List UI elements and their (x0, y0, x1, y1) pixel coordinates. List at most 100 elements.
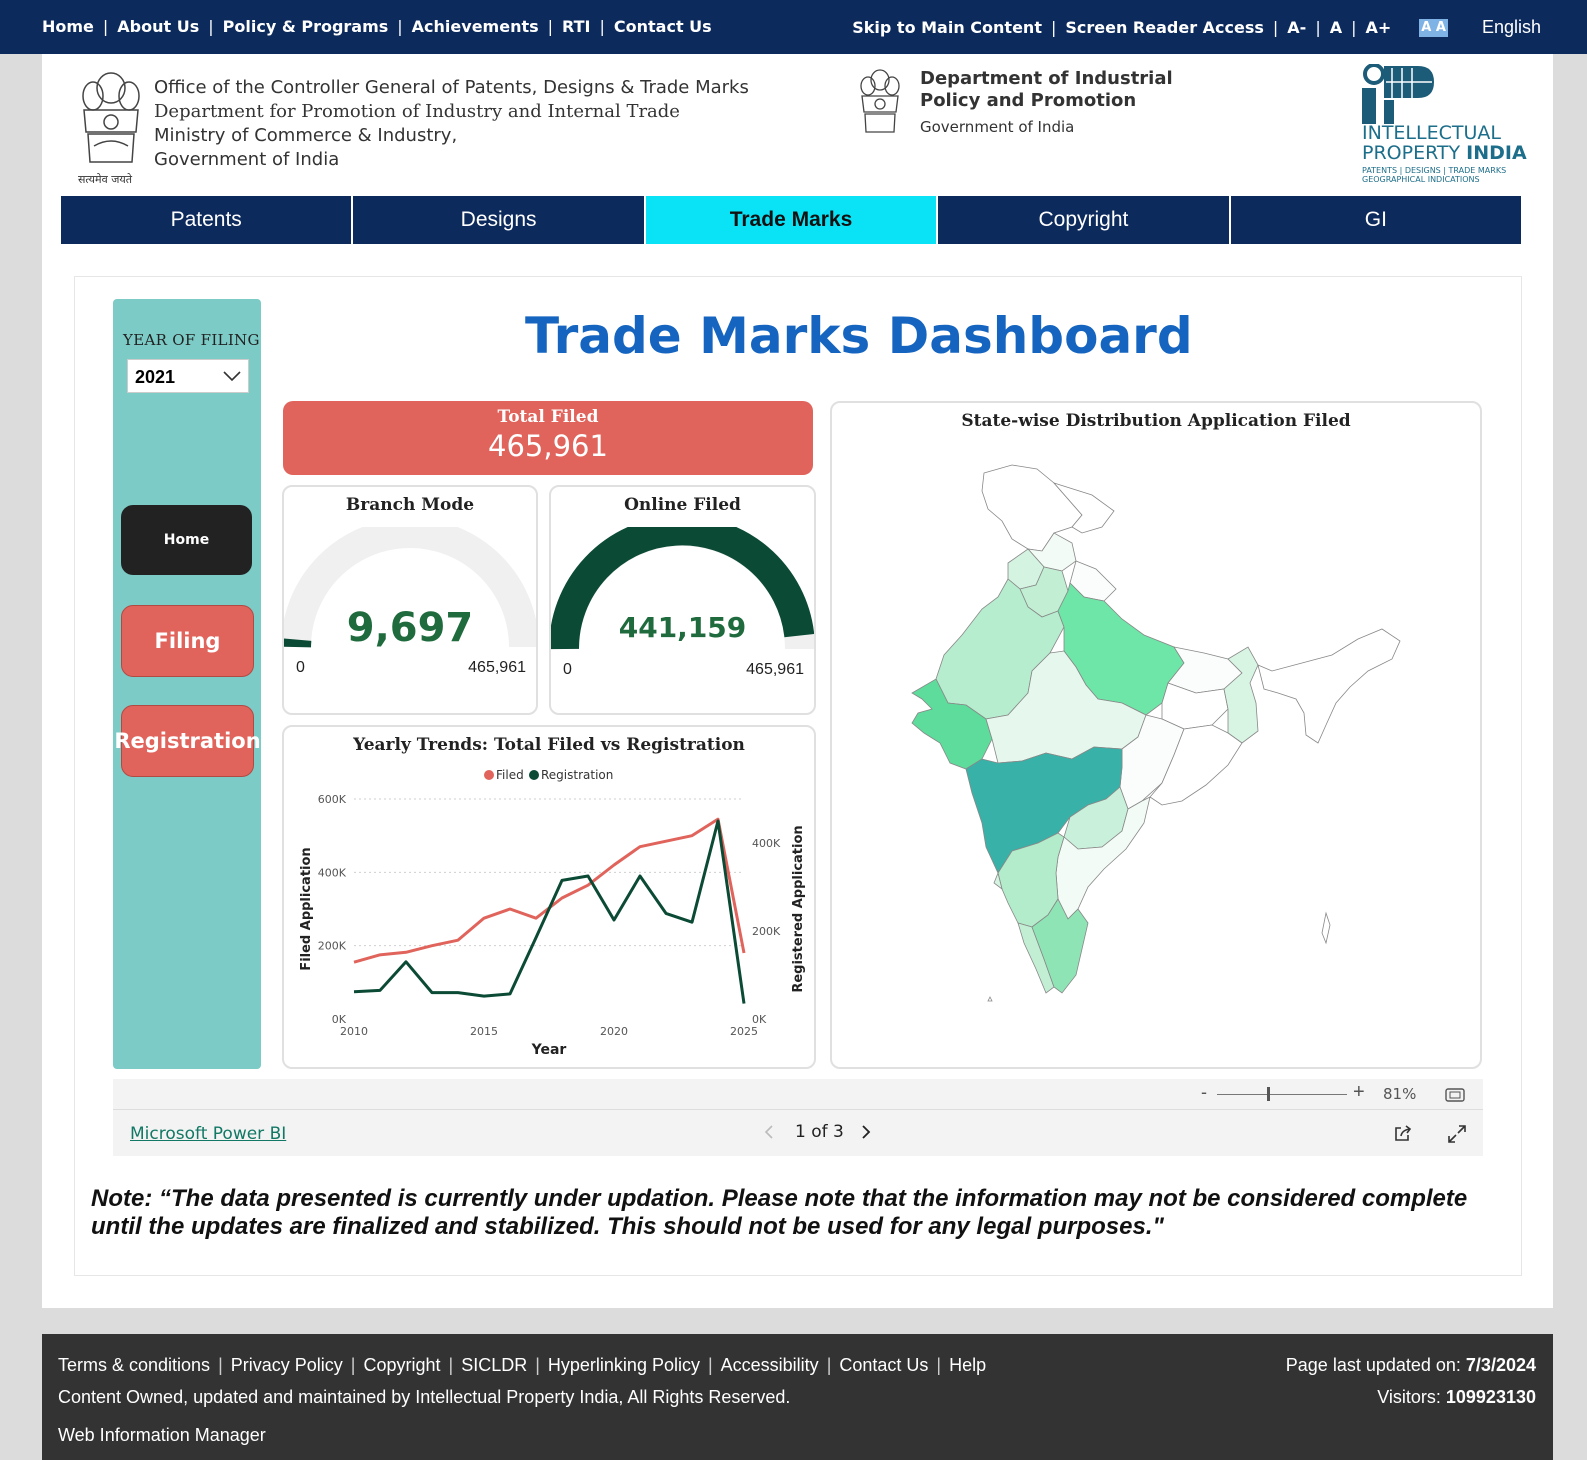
x-tick-label: 2025 (730, 1025, 758, 1038)
site-footer: Terms & conditions | Privacy Policy | Copy… (42, 1334, 1553, 1460)
dipp-title-1: Department of Industrial (920, 68, 1173, 89)
series-line-filed (353, 817, 746, 964)
separator: | (350, 1355, 356, 1375)
footer-link-contact[interactable]: Contact Us (839, 1355, 929, 1375)
ipi-property: PROPERTY (1362, 142, 1467, 164)
fullscreen-icon[interactable] (1447, 1124, 1467, 1144)
legend-label: Registration (541, 768, 613, 782)
ipi-india: INDIA (1466, 142, 1527, 164)
font-increase-button[interactable]: A+ (1365, 18, 1392, 37)
site-header: सत्यमेव जयते Office of the Controller Ge… (42, 54, 1553, 194)
separator: | (547, 17, 554, 36)
separator: | (208, 17, 214, 36)
footer-link-hyperlinking[interactable]: Hyperlinking Policy (547, 1355, 700, 1375)
map-karnataka[interactable] (997, 832, 1065, 928)
map-odisha[interactable] (1149, 724, 1243, 806)
font-normal-button[interactable]: A (1329, 18, 1343, 37)
separator: | (936, 1355, 942, 1375)
accessibility-links: Skip to Main Content | Screen Reader Acce… (852, 17, 1541, 38)
dipp-block: Department of Industrial Policy and Prom… (920, 68, 1173, 136)
year-select-value: 2021 (135, 367, 176, 387)
tab-designs[interactable]: Designs (353, 196, 644, 244)
zoom-out-button[interactable]: - (1201, 1082, 1207, 1102)
dashboard-title: Trade Marks Dashboard (525, 307, 1193, 365)
footer-link-copyright[interactable]: Copyright (363, 1355, 441, 1375)
screen-reader-link[interactable]: Screen Reader Access (1065, 18, 1264, 37)
zoom-slider-handle[interactable] (1267, 1087, 1270, 1101)
top-link-achievements[interactable]: Achievements (411, 17, 539, 36)
top-link-about[interactable]: About Us (117, 17, 200, 36)
contrast-toggle-icon[interactable]: A A (1419, 18, 1448, 37)
x-axis-label: Year (531, 1042, 567, 1058)
ip-india-mark-icon (1362, 64, 1434, 124)
registration-button[interactable]: Registration (114, 705, 261, 777)
powerbi-link[interactable]: Microsoft Power BI (130, 1124, 287, 1144)
separator: | (707, 1355, 713, 1375)
top-link-home[interactable]: Home (42, 17, 94, 36)
org-line-3: Ministry of Commerce & Industry, (154, 125, 458, 146)
prev-page-icon[interactable] (763, 1124, 775, 1140)
powerbi-footer-bar: Microsoft Power BI 1 of 3 (113, 1110, 1483, 1156)
fit-to-page-icon[interactable] (1445, 1087, 1465, 1103)
top-link-policy[interactable]: Policy & Programs (222, 17, 389, 36)
branch-gauge-max: 465,961 (468, 659, 526, 676)
online-filed-value: 441,159 (618, 611, 747, 644)
separator: | (1351, 18, 1357, 37)
org-line-2: Department for Promotion of Industry and… (154, 101, 680, 122)
national-emblem-icon (82, 72, 140, 163)
map-andaman-islands[interactable] (1321, 911, 1331, 945)
footer-link-terms[interactable]: Terms & conditions (58, 1355, 211, 1375)
ipi-line-3: PATENTS | DESIGNS | TRADE MARKS GEOGRAPH… (1362, 166, 1507, 184)
zoom-in-button[interactable]: + (1353, 1081, 1365, 1103)
map-jammu-kashmir[interactable] (981, 464, 1083, 552)
separator: | (826, 1355, 832, 1375)
report-sidebar: YEAR OF FILING 2021 Home Filing Registra… (113, 299, 261, 1069)
org-line-1: Office of the Controller General of Pate… (154, 77, 749, 98)
page-navigator: 1 of 3 (763, 1122, 872, 1142)
map-goa[interactable] (993, 871, 1003, 890)
font-decrease-button[interactable]: A- (1287, 18, 1307, 37)
chevron-down-icon (223, 371, 241, 382)
footer-links: Terms & conditions | Privacy Policy | Copy… (58, 1355, 986, 1376)
web-info-manager-link[interactable]: Web Information Manager (58, 1425, 266, 1445)
branch-mode-title: Branch Mode (345, 495, 475, 515)
top-link-contact[interactable]: Contact Us (613, 17, 712, 36)
language-selector[interactable]: English (1481, 17, 1541, 37)
last-updated: Page last updated on: 7/3/2024 (1286, 1355, 1536, 1376)
map-west-bengal[interactable] (1223, 646, 1259, 744)
dipp-subtitle: Government of India (920, 118, 1075, 136)
tab-patents[interactable]: Patents (61, 196, 352, 244)
disclaimer-note: Note: “The data presented is currently u… (91, 1185, 1468, 1240)
visitors-label: Visitors: (1377, 1387, 1446, 1407)
tab-copyright[interactable]: Copyright (938, 196, 1229, 244)
map-lakshadweep[interactable] (987, 996, 993, 1002)
map-northeast[interactable] (1257, 628, 1401, 744)
separator: | (1050, 18, 1057, 37)
footer-link-help[interactable]: Help (949, 1355, 987, 1375)
top-utility-bar: Home | About Us | Policy & Programs | Achie… (0, 0, 1587, 54)
year-select[interactable]: 2021 (127, 359, 249, 393)
footer-link-accessibility[interactable]: Accessibility (720, 1355, 819, 1375)
branch-mode-value: 9,697 (346, 605, 474, 651)
share-icon[interactable] (1393, 1124, 1413, 1142)
zoom-slider[interactable] (1217, 1094, 1347, 1095)
map-tamil-nadu[interactable] (1031, 898, 1089, 994)
state-map-card: State-wise Distribution Application File… (830, 401, 1482, 1069)
home-button[interactable]: Home (121, 505, 252, 575)
tab-trade-marks[interactable]: Trade Marks (645, 196, 937, 244)
footer-link-sicldr[interactable]: SICLDR (461, 1355, 528, 1375)
page-container: सत्यमेव जयते Office of the Controller Ge… (42, 54, 1553, 1308)
yearly-trends-card: Yearly Trends: Total Filed vs Registrati… (282, 725, 816, 1069)
filing-button[interactable]: Filing (121, 605, 254, 677)
total-filed-label: Total Filed (497, 407, 599, 427)
next-page-icon[interactable] (860, 1124, 872, 1140)
top-links: Home | About Us | Policy & Programs | Achie… (42, 17, 712, 36)
map-ladakh[interactable] (1052, 482, 1115, 534)
skip-to-main-link[interactable]: Skip to Main Content (852, 18, 1042, 37)
top-link-rti[interactable]: RTI (562, 17, 591, 36)
ipi-line-1: INTELLECTUAL (1362, 122, 1501, 144)
map-gujarat[interactable] (911, 678, 993, 770)
tab-gi[interactable]: GI (1230, 196, 1522, 244)
footer-link-privacy[interactable]: Privacy Policy (230, 1355, 343, 1375)
y-tick-label: 0K (332, 1013, 347, 1026)
